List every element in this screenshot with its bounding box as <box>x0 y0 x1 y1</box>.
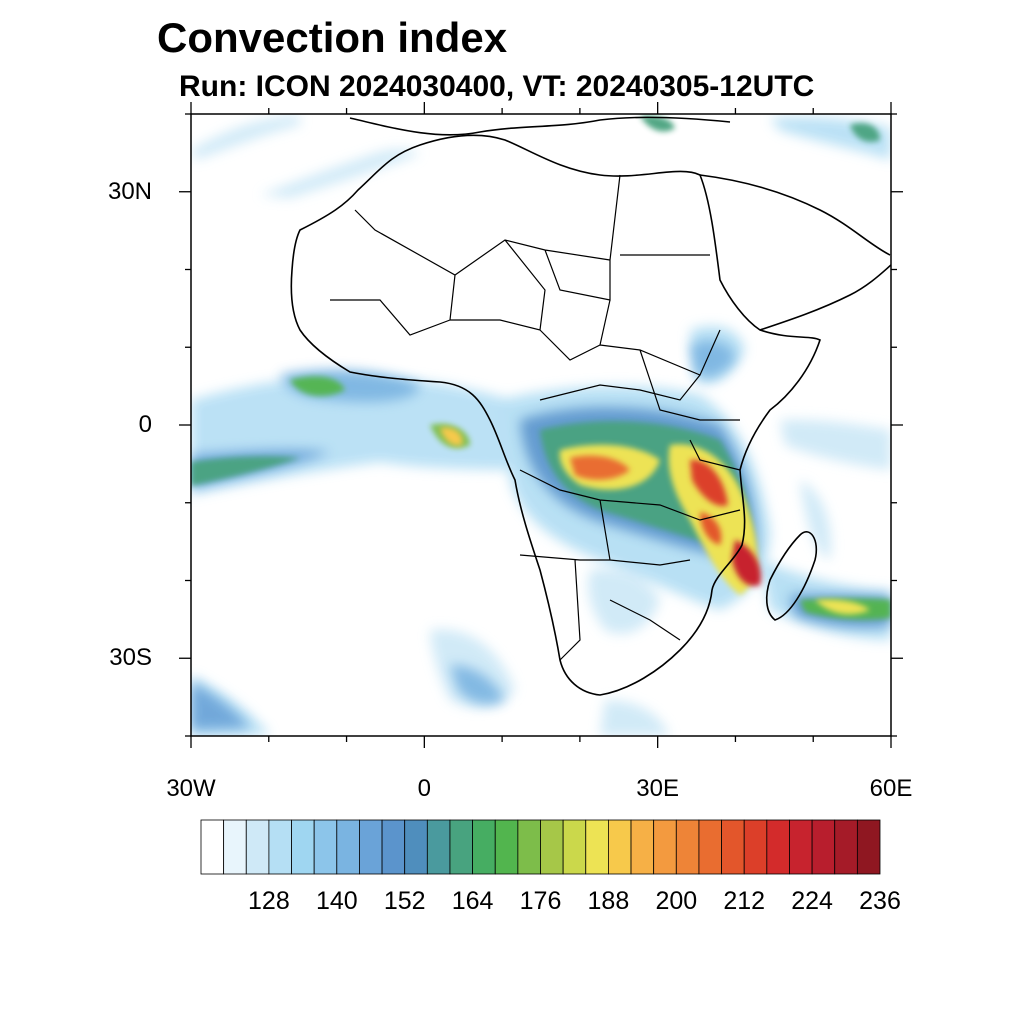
atlantic-band-green <box>191 456 300 486</box>
map-subtitle: Run: ICON 2024030400, VT: 20240305-12UTC <box>179 70 815 103</box>
arabia-green <box>850 123 880 142</box>
y-tick-label: 30S <box>109 644 152 672</box>
southern-africa-light <box>588 569 660 634</box>
y-tick-label: 30N <box>107 177 152 205</box>
x-tick-label: 30W <box>166 775 216 802</box>
colorbar-swatch <box>268 819 292 875</box>
colorbar-label: 176 <box>519 887 562 915</box>
colorbar-swatch <box>223 819 247 875</box>
colorbar-swatch <box>540 819 564 875</box>
colorbar-swatch <box>472 819 496 875</box>
map-title: Convection index <box>157 14 508 61</box>
africa-coastline <box>290 134 821 696</box>
colorbar-swatch <box>426 819 451 875</box>
madagascar-east <box>800 480 831 560</box>
mediterranean-north <box>349 116 731 136</box>
malawi-red <box>700 512 722 545</box>
colorbar <box>200 819 881 875</box>
colorbar-swatch <box>359 819 383 875</box>
arabia-coast <box>699 174 891 331</box>
cape-light <box>600 700 670 736</box>
colorbar-label: 140 <box>315 887 358 915</box>
x-tick-label: 30E <box>636 775 679 802</box>
colorbar-swatch <box>585 819 609 875</box>
indian-ocean-east <box>780 419 891 470</box>
y-tick-label: 0 <box>138 411 152 438</box>
country-borders <box>330 174 741 661</box>
colorbar-swatch <box>336 819 360 875</box>
axis-ticks <box>179 102 903 748</box>
congo-red <box>570 455 630 480</box>
colorbar-swatch <box>834 819 858 875</box>
convection-field <box>191 115 891 736</box>
madagascar-coast <box>765 531 818 621</box>
coastlines-borders <box>290 116 891 696</box>
colorbar-swatch <box>721 819 745 875</box>
colorbar-label: 188 <box>587 887 630 915</box>
southern-ocean-mid-mid <box>450 665 505 705</box>
south-indian-yellow <box>815 599 870 615</box>
sahara-streak <box>260 149 420 198</box>
colorbar-swatch <box>291 819 315 875</box>
colorbar-swatch <box>675 819 700 875</box>
colorbar-label: 128 <box>248 887 290 915</box>
colorbar-swatch <box>630 819 655 875</box>
colorbar-swatch <box>811 819 836 875</box>
colorbar-label: 152 <box>383 887 426 915</box>
colorbar-swatch <box>200 819 225 875</box>
colorbar-swatch <box>743 819 768 875</box>
x-tick-label: 60E <box>869 775 913 802</box>
colorbar-label: 212 <box>723 887 766 915</box>
colorbar-label: 200 <box>655 887 698 915</box>
colorbar-swatch <box>449 819 474 875</box>
colorbar-swatch <box>404 819 428 875</box>
gabon-yellow <box>440 427 463 446</box>
colorbar-label: 164 <box>451 887 494 915</box>
colorbar-swatch <box>789 819 813 875</box>
colorbar-swatch <box>381 819 406 875</box>
colorbar-swatch <box>517 819 541 875</box>
tanzania-red <box>690 459 728 506</box>
colorbar-label: 236 <box>859 887 901 915</box>
colorbar-swatch <box>653 819 677 875</box>
med-green <box>640 115 675 132</box>
extreme-convection-layer <box>570 455 761 586</box>
colorbar-swatch <box>245 819 270 875</box>
colorbar-swatch <box>608 819 632 875</box>
east-highlands-mid <box>690 340 735 378</box>
colorbar-swatch <box>766 819 790 875</box>
southern-ocean-west-mid <box>191 682 250 730</box>
colorbar-swatch <box>562 819 587 875</box>
guinea-green <box>290 376 345 396</box>
colorbar-swatch <box>856 819 881 875</box>
north-atlantic-streak <box>191 115 300 160</box>
x-tick-label: 0 <box>417 775 431 802</box>
colorbar-swatch <box>313 819 338 875</box>
mozambique-red <box>732 540 761 586</box>
colorbar-swatch <box>698 819 722 875</box>
colorbar-label: 224 <box>791 887 833 915</box>
colorbar-swatch <box>494 819 519 875</box>
